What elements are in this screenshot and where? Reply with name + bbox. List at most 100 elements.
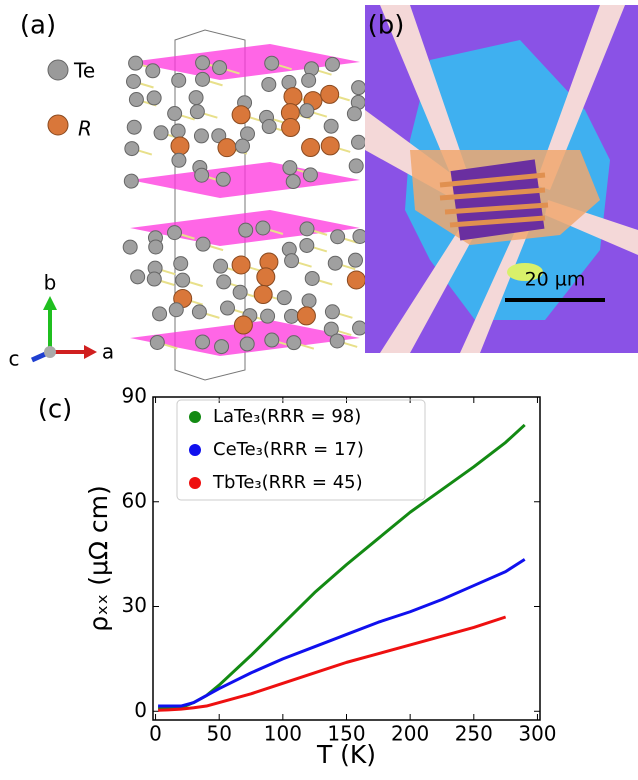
- x-tick-label: 100: [264, 722, 302, 746]
- te-atom: [196, 335, 210, 349]
- panel-b: 20 µm (b): [365, 5, 638, 353]
- r-atom: [321, 85, 339, 103]
- x-tick-label: 0: [149, 722, 162, 746]
- te-atom: [262, 120, 276, 134]
- legend-label: LaTe₃(RRR = 98): [213, 406, 361, 427]
- te-atom: [171, 124, 185, 138]
- te-atom: [265, 56, 279, 70]
- te-atom: [123, 240, 137, 254]
- legend-marker: [189, 477, 201, 489]
- crystal-structure: [123, 30, 378, 380]
- te-atom: [174, 257, 188, 271]
- r-atom: [254, 286, 272, 304]
- te-plane: [130, 162, 360, 198]
- te-atom: [190, 105, 204, 119]
- te-atom: [192, 305, 206, 319]
- series-line: [158, 559, 525, 706]
- r-atom: [302, 139, 320, 157]
- x-tick-label: 300: [518, 722, 556, 746]
- te-atom: [176, 273, 190, 287]
- x-axis-label: T (K): [316, 740, 376, 769]
- axis-arrow-head: [84, 345, 97, 359]
- te-atom: [240, 337, 254, 351]
- legend-te-atom: [48, 60, 68, 80]
- te-atom: [220, 301, 234, 315]
- te-atom: [213, 61, 227, 75]
- te-atom: [239, 223, 253, 237]
- y-tick-label: 0: [134, 698, 147, 722]
- panel-label: (b): [368, 11, 405, 41]
- r-atom: [232, 256, 250, 274]
- panel-label: (a): [20, 11, 56, 41]
- te-atom: [300, 104, 314, 118]
- te-atom: [328, 256, 342, 270]
- te-atom: [217, 275, 231, 289]
- sample: [451, 159, 545, 240]
- series-line: [158, 617, 506, 710]
- te-atom: [302, 73, 316, 87]
- te-atom: [265, 333, 279, 347]
- te-atom: [352, 135, 366, 149]
- x-tick-label: 50: [206, 722, 231, 746]
- te-atom: [150, 335, 164, 349]
- te-atom: [172, 73, 186, 87]
- te-atom: [194, 129, 208, 143]
- legend-marker: [189, 411, 201, 423]
- te-atom: [216, 172, 230, 186]
- te-atom: [129, 56, 143, 70]
- te-atom: [168, 107, 182, 121]
- te-atom: [189, 91, 203, 105]
- axis-label: b: [44, 271, 57, 295]
- te-atom: [300, 238, 314, 252]
- r-atom: [234, 316, 252, 334]
- te-atom: [154, 126, 168, 140]
- te-atom: [236, 139, 250, 153]
- r-atom: [257, 268, 275, 286]
- axis-label: c: [9, 347, 20, 371]
- te-atom: [325, 57, 339, 71]
- te-atom: [262, 77, 276, 91]
- y-axis-label: ρₓₓ (μΩ cm): [84, 485, 113, 632]
- r-atom: [171, 137, 189, 155]
- r-atom: [321, 137, 339, 155]
- te-atom: [147, 91, 161, 105]
- axis-label: a: [102, 340, 114, 364]
- te-atom: [214, 259, 228, 273]
- te-atom: [153, 307, 167, 321]
- te-atom: [196, 237, 210, 251]
- r-atom: [284, 88, 302, 106]
- te-atom: [353, 229, 367, 243]
- te-atom: [169, 303, 183, 317]
- te-atom: [149, 240, 163, 254]
- te-atom: [286, 175, 300, 189]
- r-atom: [218, 139, 236, 157]
- legend-label: CeTe₃(RRR = 17): [213, 439, 364, 460]
- te-atom: [196, 72, 210, 86]
- te-atom: [331, 230, 345, 244]
- te-atom: [303, 168, 317, 182]
- te-atom: [127, 75, 141, 89]
- te-atom: [277, 291, 291, 305]
- scale-bar-label: 20 µm: [525, 269, 586, 291]
- te-atom: [330, 334, 344, 348]
- r-atom: [347, 271, 365, 289]
- te-atom: [125, 142, 139, 156]
- te-atom: [233, 285, 247, 299]
- te-atom: [305, 271, 319, 285]
- te-atom: [302, 294, 316, 308]
- axis-origin: [44, 346, 56, 358]
- te-atom: [287, 336, 301, 350]
- figure: (a) Te R b a c 20 µm (b) (c: [0, 0, 638, 776]
- te-atom: [324, 119, 338, 133]
- x-tick-label: 250: [455, 722, 493, 746]
- te-atom: [347, 107, 361, 121]
- r-atom: [232, 106, 250, 124]
- te-atom: [283, 161, 297, 175]
- panel-a: (a) Te R b a c: [9, 11, 379, 381]
- legend-marker: [189, 444, 201, 456]
- te-atom: [352, 81, 366, 95]
- y-tick-label: 30: [122, 593, 147, 617]
- legend-label: TbTe₃(RRR = 45): [212, 472, 363, 493]
- x-tick-label: 200: [391, 722, 429, 746]
